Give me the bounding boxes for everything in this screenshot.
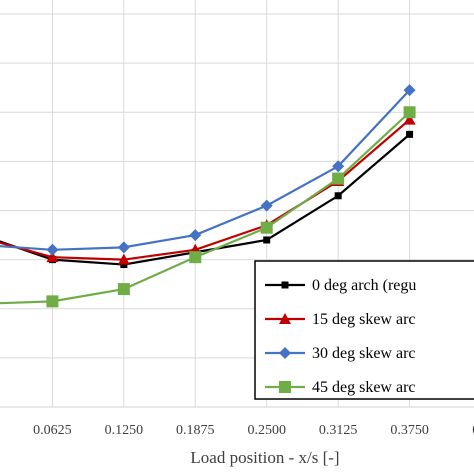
legend-label: 15 deg skew arc [312,311,416,328]
x-tick-label: 0.4 [472,423,474,438]
data-point [403,113,416,125]
series-line [0,118,411,261]
series-group [0,84,416,308]
data-point [260,221,273,234]
data-point [260,199,273,212]
legend-item: 0 deg arch (regu [265,277,416,294]
data-point [403,106,416,119]
legend-item: 30 deg skew arc [265,345,416,362]
legend-label: 30 deg skew arc [312,345,416,362]
series [0,84,416,256]
data-point [332,160,345,173]
data-point [403,84,416,97]
data-point [332,172,345,185]
data-point [117,283,130,296]
data-point [279,381,291,393]
data-point [117,241,130,254]
x-tick-label: 0.1875 [176,423,215,438]
series-line [0,133,411,266]
data-point [117,253,130,265]
x-tick-label: 0.3125 [319,423,358,438]
x-tick-labels: 0.0625 0.1250 0.1875 0.2500 0.3125 0.3750 0.4 [33,423,474,438]
data-point [263,236,271,244]
data-point [279,313,291,324]
x-axis-label: Load position - x/s [-] [190,448,339,467]
data-point [406,130,414,138]
series [0,106,416,308]
x-tick-label: 0.2500 [247,423,286,438]
legend-label: 45 deg skew arc [312,379,416,396]
legend: 0 deg arch (regu 15 deg skew arc 30 deg sk… [254,260,474,400]
x-tick-label: 0.3750 [390,423,429,438]
x-tick-label: 0.1250 [105,423,144,438]
data-point [46,295,59,308]
legend-item: 45 deg skew arc [265,379,416,396]
series [0,113,416,265]
data-point [46,243,59,256]
data-point [281,281,289,289]
data-point [46,251,59,263]
legend-label: 0 deg arch (regu [312,277,416,294]
x-tick-label: 0.0625 [33,423,72,438]
legend-item: 15 deg skew arc [265,311,416,328]
data-point [279,347,291,359]
data-point [334,192,342,200]
data-point [189,251,202,264]
data-point [189,229,202,242]
